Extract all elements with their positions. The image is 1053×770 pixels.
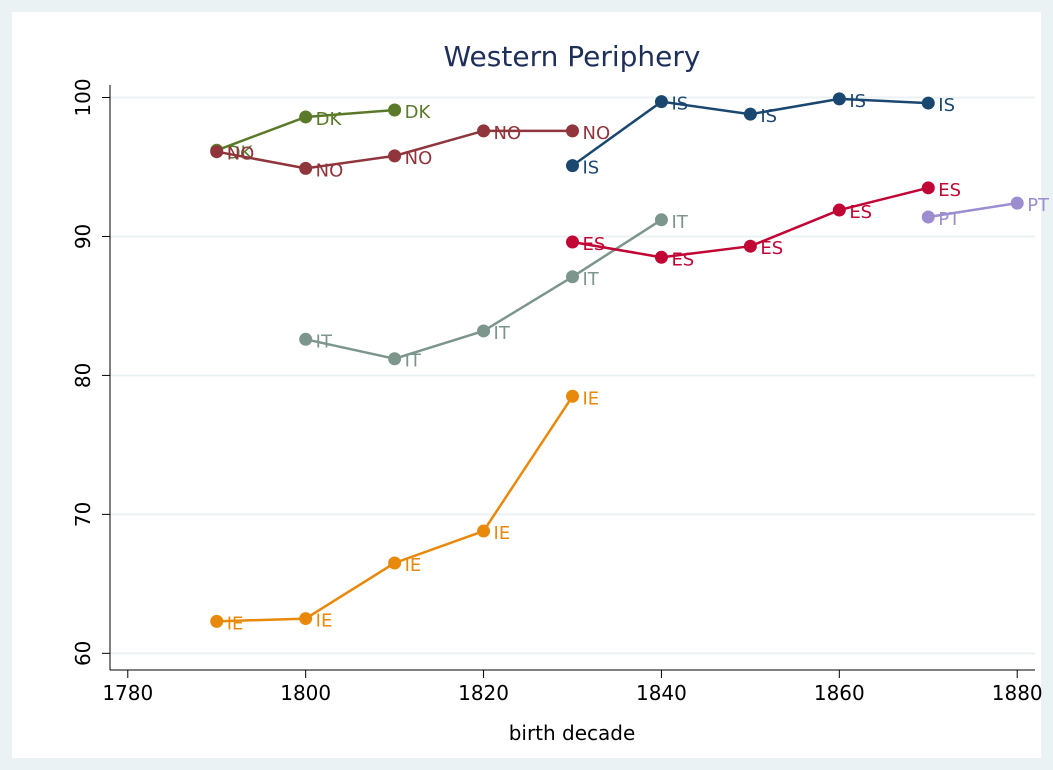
point [388, 149, 402, 163]
point-label: PT [1027, 195, 1050, 216]
chart-title: Western Periphery [444, 40, 701, 73]
point [388, 556, 402, 570]
point [1010, 196, 1024, 210]
y-tick-label: 70 [71, 502, 95, 527]
point [566, 235, 579, 249]
point [654, 213, 668, 227]
point [299, 161, 313, 175]
point [743, 239, 757, 253]
point [299, 332, 313, 346]
point-label: NO [583, 123, 611, 144]
x-axis-label: birth decade [509, 721, 636, 745]
point [566, 270, 579, 284]
point-label: IT [671, 212, 688, 233]
point-label: DK [316, 109, 343, 130]
plot-background [12, 12, 1041, 758]
point [743, 107, 757, 121]
point-label: IE [227, 613, 244, 634]
point [832, 203, 846, 217]
point-label: DK [405, 102, 432, 123]
point [921, 210, 935, 224]
point [566, 389, 579, 403]
point [654, 250, 668, 264]
point-label: ES [849, 202, 872, 223]
x-tick-label: 1800 [280, 681, 331, 705]
point-label: ES [938, 180, 961, 201]
point [388, 352, 402, 366]
point [654, 95, 668, 109]
point-label: NO [316, 160, 344, 181]
y-tick-label: 80 [71, 363, 95, 388]
point-label: NO [405, 148, 433, 169]
point [921, 181, 935, 195]
x-tick-label: 1860 [814, 681, 865, 705]
x-tick-label: 1780 [102, 681, 153, 705]
point-label: IT [316, 331, 333, 352]
point-label: NO [494, 123, 522, 144]
point-label: ES [760, 238, 783, 259]
point [210, 614, 224, 628]
point-label: IT [583, 269, 600, 290]
point-label: ES [671, 249, 694, 270]
point-label: IE [583, 388, 600, 409]
point-label: IE [494, 523, 511, 544]
point [299, 110, 313, 124]
point-label: ES [583, 234, 606, 255]
series-line [928, 201, 1018, 219]
point [477, 324, 491, 338]
point [299, 612, 313, 626]
point [832, 92, 846, 106]
y-tick-label: 90 [71, 224, 95, 249]
x-tick-label: 1820 [458, 681, 509, 705]
point-label: IS [760, 106, 777, 127]
point-label: IS [671, 94, 688, 115]
point [566, 124, 579, 138]
point-label: IS [849, 91, 866, 112]
point [566, 159, 579, 173]
point [921, 96, 935, 110]
y-tick-label: 60 [71, 641, 95, 666]
point-label: IT [405, 351, 422, 372]
point [477, 124, 491, 138]
point-label: PT [938, 209, 961, 230]
point-label: IT [494, 323, 511, 344]
point-label: IS [938, 95, 955, 116]
point-label: NO [227, 144, 255, 165]
point-label: IE [316, 611, 333, 632]
point [477, 524, 491, 538]
x-tick-label: 1840 [636, 681, 687, 705]
y-tick-label: 100 [71, 78, 95, 116]
point [388, 103, 402, 117]
point-label: IS [583, 158, 600, 179]
point-label: IE [405, 555, 422, 576]
x-tick-label: 1880 [992, 681, 1043, 705]
point [210, 145, 224, 159]
